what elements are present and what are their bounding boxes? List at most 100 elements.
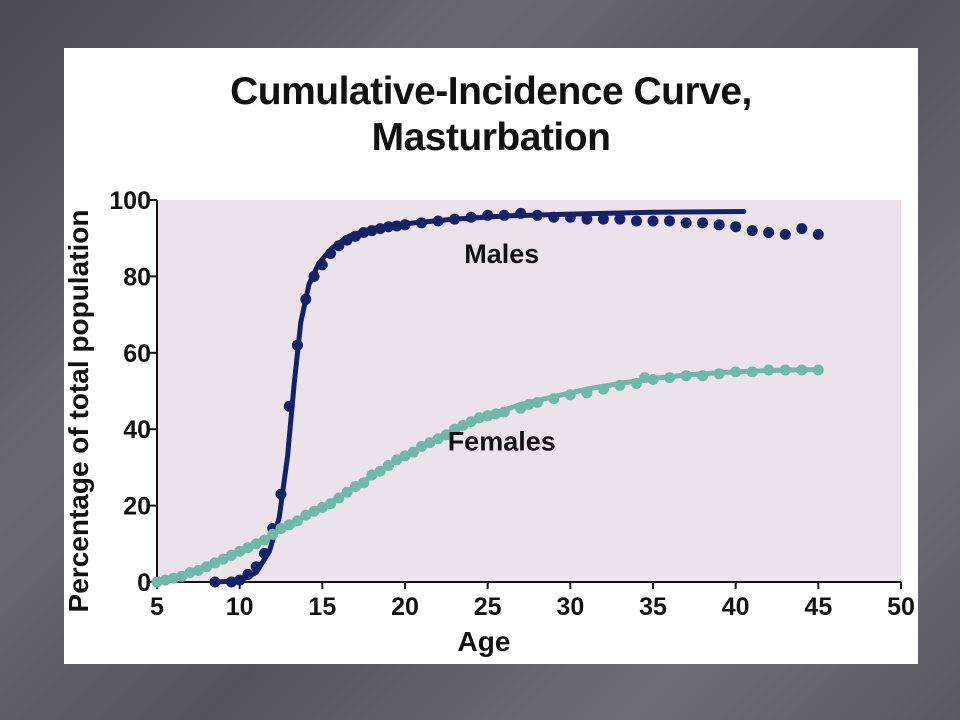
data-point-females bbox=[259, 534, 270, 546]
data-point-males bbox=[391, 220, 403, 232]
data-point-males bbox=[325, 248, 337, 259]
y-tick-label: 20 bbox=[123, 493, 151, 521]
data-point-females bbox=[391, 454, 403, 466]
data-point-females bbox=[449, 423, 461, 435]
data-point-females bbox=[465, 416, 477, 428]
data-point-males bbox=[796, 223, 808, 235]
data-point-females bbox=[242, 542, 254, 554]
x-tick-label: 40 bbox=[722, 593, 750, 621]
x-tick-label: 15 bbox=[308, 593, 336, 621]
data-point-males bbox=[316, 259, 328, 271]
figure-card: Cumulative-Incidence Curve, Masturbation… bbox=[64, 48, 918, 664]
data-point-females bbox=[482, 410, 494, 422]
data-point-males bbox=[498, 209, 510, 221]
data-point-males bbox=[308, 270, 320, 282]
chart-title-line-2: Masturbation bbox=[371, 116, 611, 159]
data-point-females bbox=[151, 576, 163, 588]
x-tick-label: 30 bbox=[556, 593, 584, 621]
x-tick-label: 10 bbox=[226, 593, 254, 621]
data-point-females bbox=[713, 368, 725, 380]
data-point-males bbox=[366, 225, 378, 237]
data-point-males bbox=[399, 219, 411, 231]
data-point-males bbox=[465, 211, 477, 223]
y-tick-label: 100 bbox=[109, 187, 151, 215]
data-point-females bbox=[316, 502, 328, 513]
data-point-males bbox=[209, 576, 221, 588]
data-point-females bbox=[283, 519, 295, 531]
data-point-males bbox=[358, 227, 370, 238]
data-point-females bbox=[763, 364, 775, 376]
y-tick-label: 80 bbox=[123, 263, 151, 291]
data-point-males bbox=[416, 217, 427, 229]
data-point-females bbox=[473, 412, 485, 424]
data-point-males bbox=[581, 213, 593, 225]
data-point-males bbox=[564, 211, 576, 223]
data-point-males bbox=[730, 221, 742, 233]
x-tick-label: 35 bbox=[639, 593, 667, 621]
data-point-males bbox=[242, 568, 254, 580]
data-point-females bbox=[267, 528, 279, 540]
data-point-females bbox=[192, 565, 204, 576]
data-point-males bbox=[333, 240, 345, 252]
data-point-males bbox=[647, 215, 659, 227]
data-point-males bbox=[664, 215, 675, 227]
series-label-females: Females bbox=[448, 426, 556, 456]
series-layer: Males Females bbox=[151, 207, 824, 588]
cumulative-incidence-chart: 0 20 40 60 80 100 5 10 15 20 25 30 35 40 45 50 Males Fem… bbox=[64, 187, 915, 657]
data-point-males bbox=[812, 228, 824, 240]
data-point-females bbox=[275, 523, 287, 534]
data-point-males bbox=[275, 488, 287, 500]
data-point-females bbox=[341, 486, 353, 498]
data-point-males bbox=[449, 213, 461, 225]
tick-labels: 0 20 40 60 80 100 5 10 15 20 25 30 35 40 45 50 bbox=[109, 187, 915, 621]
data-point-females bbox=[416, 440, 427, 452]
data-point-females bbox=[176, 570, 188, 582]
data-point-males bbox=[680, 217, 692, 229]
x-tick-label: 5 bbox=[150, 593, 164, 621]
data-point-males bbox=[341, 234, 353, 246]
series-label-males: Males bbox=[464, 239, 539, 269]
data-point-males bbox=[548, 211, 560, 223]
data-point-females bbox=[432, 433, 444, 445]
data-point-males bbox=[349, 230, 361, 242]
data-point-males bbox=[250, 561, 262, 573]
data-point-females bbox=[325, 498, 337, 510]
data-point-females bbox=[490, 408, 502, 420]
data-point-females bbox=[300, 509, 312, 521]
x-axis-title: Age bbox=[458, 626, 511, 657]
data-point-females bbox=[597, 383, 609, 395]
data-point-females bbox=[159, 574, 171, 586]
data-point-males bbox=[292, 339, 303, 351]
data-point-females bbox=[515, 402, 527, 414]
data-point-females bbox=[217, 553, 229, 565]
data-point-females bbox=[730, 366, 742, 378]
data-point-females bbox=[581, 387, 593, 399]
data-point-females bbox=[407, 446, 419, 458]
data-point-males bbox=[234, 574, 246, 586]
data-point-females bbox=[498, 406, 510, 418]
data-point-females bbox=[225, 549, 237, 561]
data-point-females bbox=[349, 481, 361, 492]
x-tick-label: 20 bbox=[391, 593, 419, 621]
data-point-males bbox=[779, 228, 791, 240]
data-point-females bbox=[424, 437, 436, 449]
data-point-females bbox=[292, 515, 303, 527]
data-point-males bbox=[531, 209, 543, 221]
data-point-males bbox=[746, 225, 758, 237]
y-axis-title: Percentage of total population bbox=[64, 210, 94, 613]
data-point-females bbox=[399, 450, 411, 462]
data-point-females bbox=[523, 398, 535, 410]
x-tick-label: 50 bbox=[887, 593, 915, 621]
series-males: Males bbox=[209, 207, 824, 588]
data-point-females bbox=[746, 366, 758, 378]
data-point-males bbox=[225, 576, 237, 588]
data-point-males bbox=[713, 219, 725, 231]
data-point-females bbox=[680, 370, 692, 382]
data-point-males bbox=[383, 221, 394, 233]
data-point-females bbox=[440, 429, 452, 441]
data-point-females bbox=[548, 393, 560, 405]
data-point-females bbox=[779, 364, 791, 376]
x-tick-label: 25 bbox=[474, 593, 502, 621]
data-point-males bbox=[300, 293, 312, 305]
data-point-females bbox=[664, 372, 675, 384]
